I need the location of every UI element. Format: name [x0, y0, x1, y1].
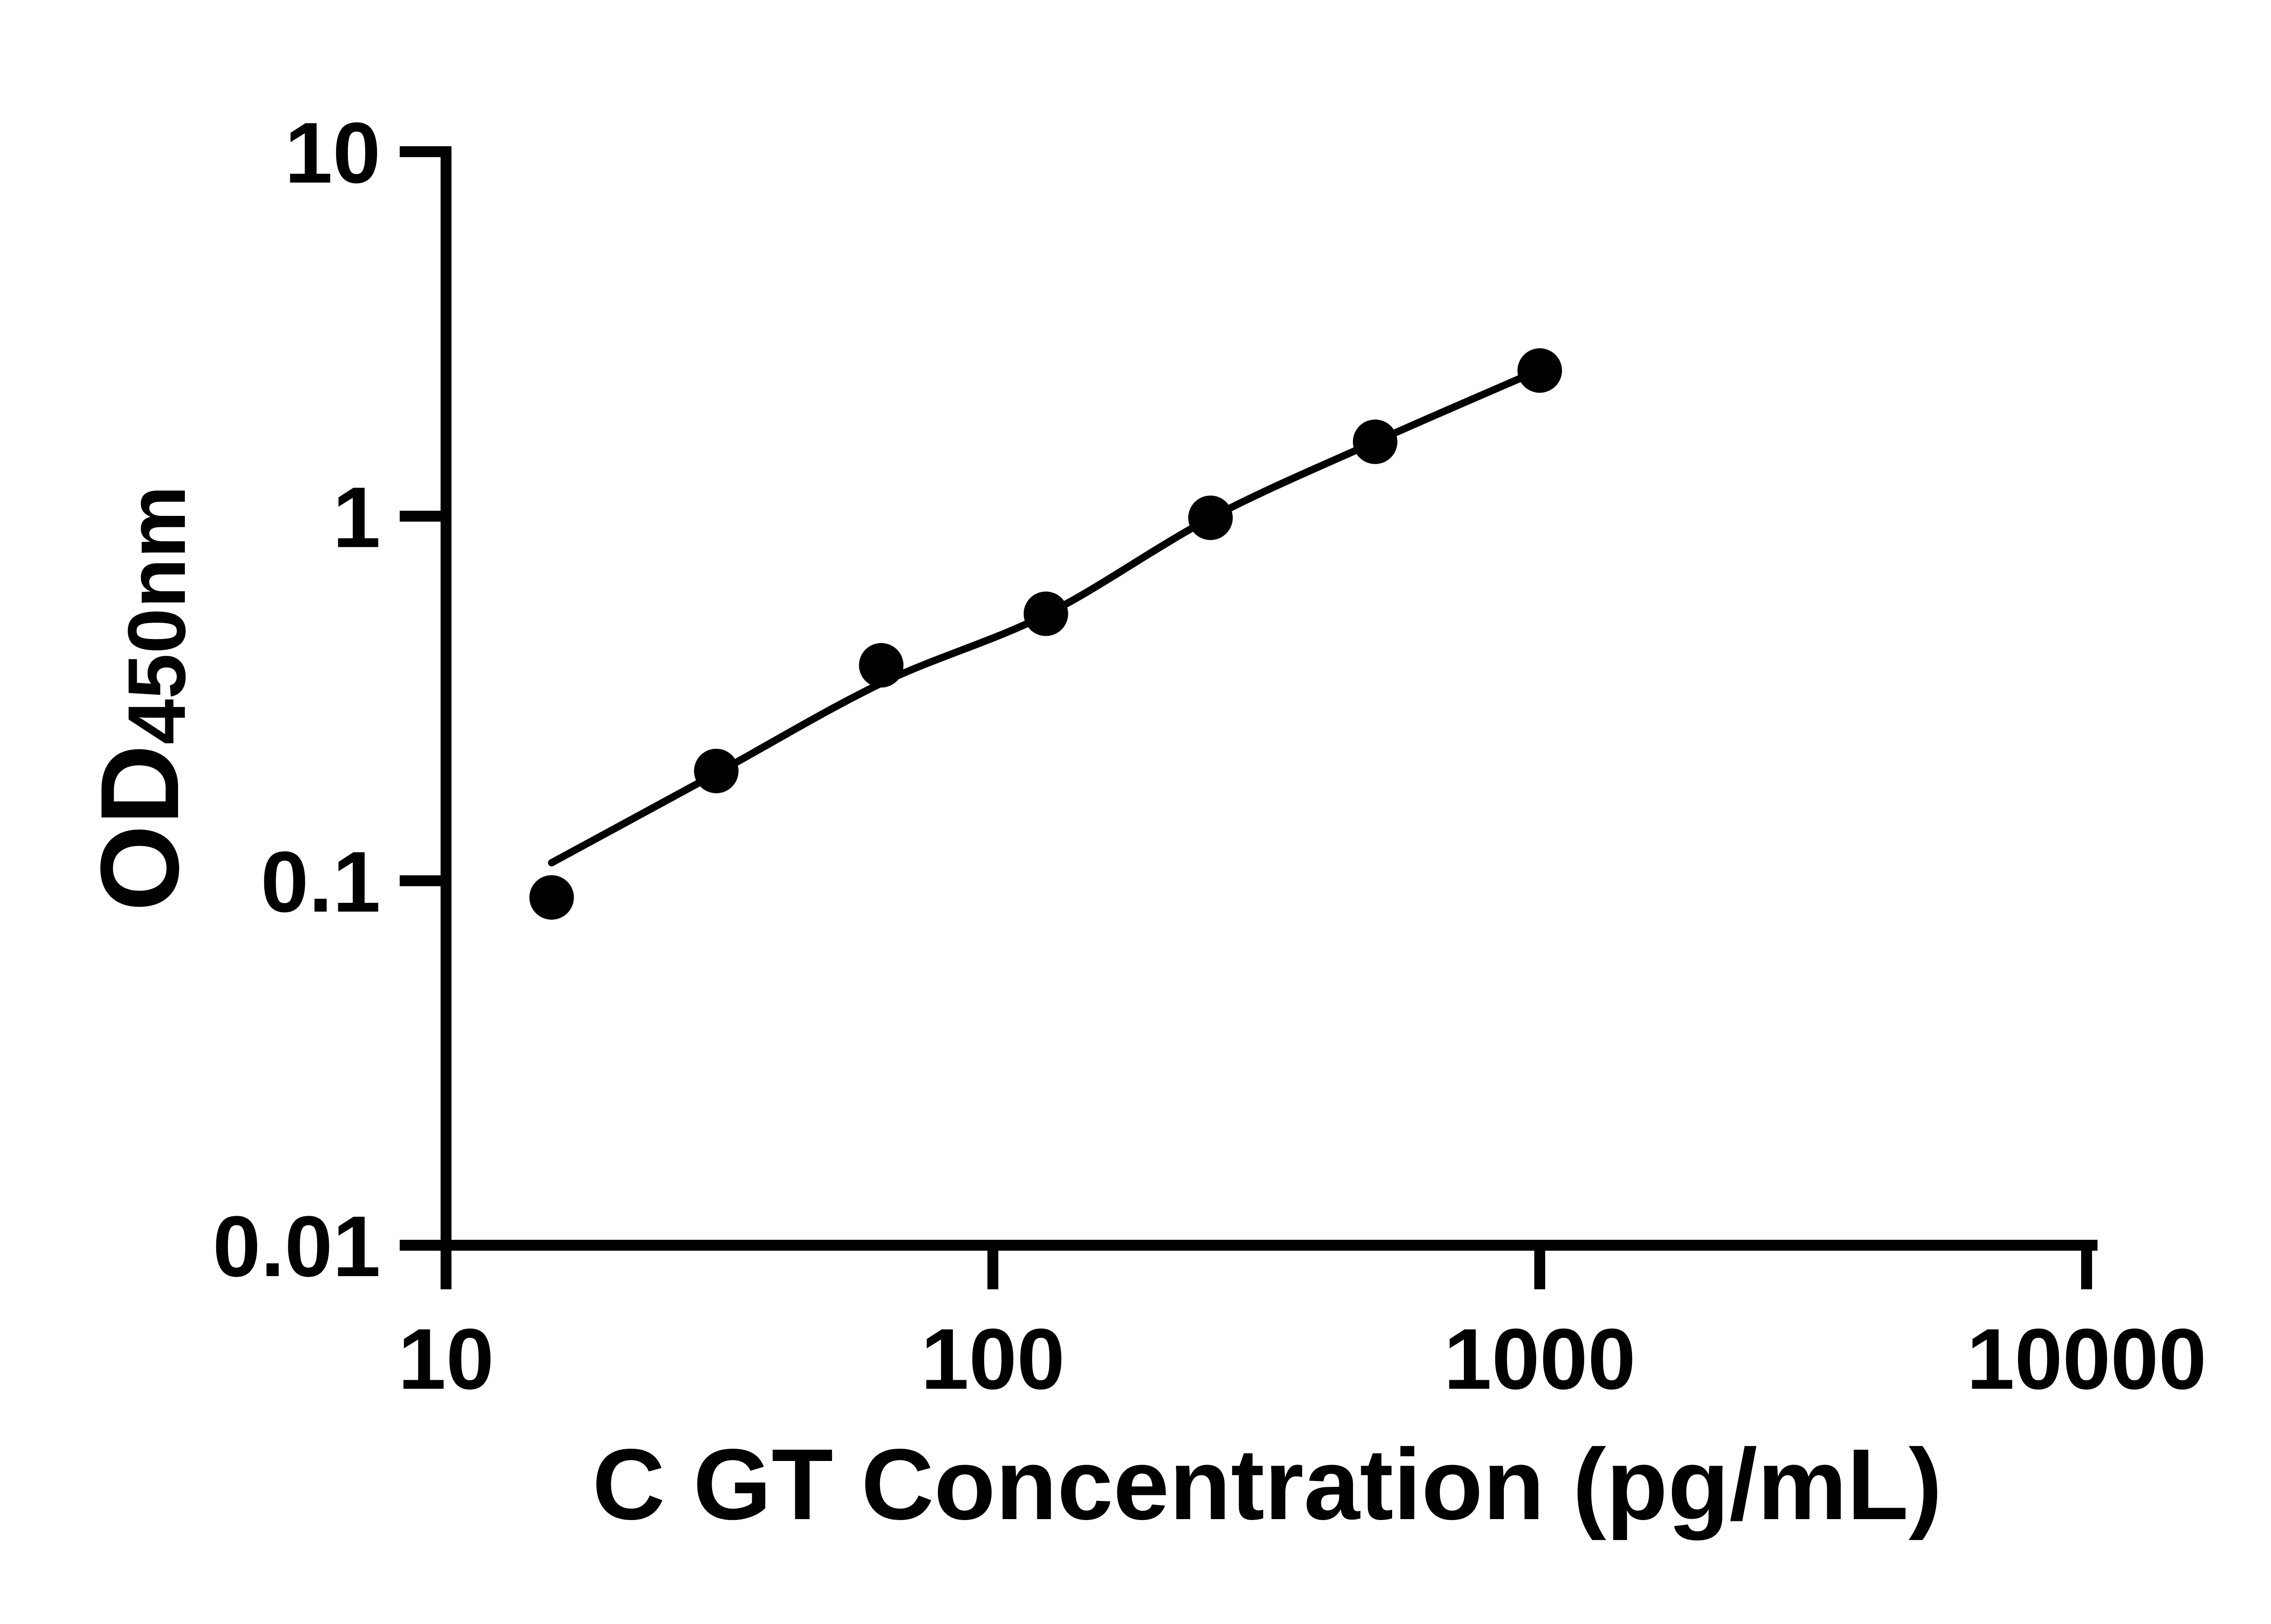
y-tick-label: 0.1 [261, 834, 381, 930]
data-point [1023, 591, 1068, 636]
x-tick-label: 1000 [1444, 1311, 1636, 1407]
data-point [1517, 348, 1562, 393]
data-point [529, 875, 574, 920]
data-point [1353, 419, 1398, 464]
x-axis-title: C GT Concentration (pg/mL) [592, 1428, 1942, 1541]
data-points [529, 348, 1562, 920]
x-tick-label: 100 [921, 1311, 1065, 1407]
y-axis-title-main: OD [77, 744, 202, 911]
x-tick-label: 10 [398, 1311, 494, 1407]
axes [400, 146, 2097, 1289]
data-point [694, 748, 739, 793]
tick-marks [400, 146, 2092, 1289]
y-tick-label: 1 [332, 470, 381, 566]
y-axis-title: OD450nm [77, 485, 203, 911]
y-tick-label: 0.01 [213, 1198, 381, 1295]
data-point [859, 643, 904, 688]
y-axis-title-subscript: 450nm [111, 485, 203, 744]
y-tick-label: 10 [285, 105, 381, 201]
data-point [1188, 495, 1233, 540]
x-tick-label: 10000 [1967, 1311, 2207, 1407]
